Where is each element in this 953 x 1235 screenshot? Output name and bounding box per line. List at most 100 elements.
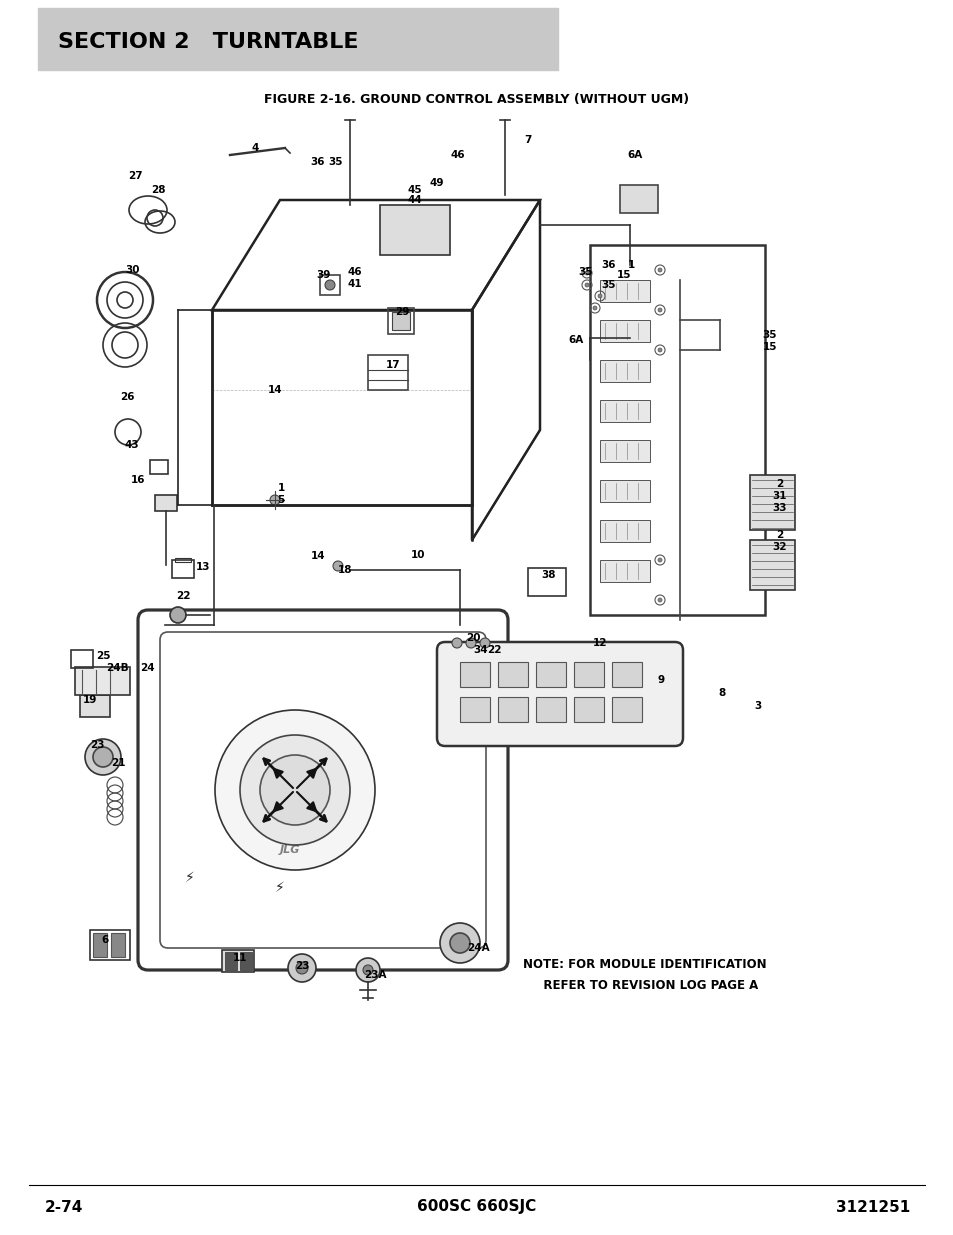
Bar [599, 520, 649, 542]
Text: 6A: 6A [627, 149, 642, 161]
Text: 14: 14 [268, 385, 282, 395]
Text: 26: 26 [120, 391, 134, 403]
Circle shape [584, 283, 588, 287]
Text: FIGURE 2-16. GROUND CONTROL ASSEMBLY (WITHOUT UGM): FIGURE 2-16. GROUND CONTROL ASSEMBLY (WI… [264, 94, 689, 106]
Bar [319, 275, 339, 295]
Text: 22: 22 [175, 592, 190, 601]
Bar [368, 354, 408, 390]
Bar [225, 952, 236, 969]
Text: 22: 22 [486, 645, 500, 655]
Text: 43: 43 [125, 440, 139, 450]
Bar [536, 697, 565, 722]
Bar [388, 308, 414, 333]
Circle shape [363, 965, 373, 974]
Text: 23A: 23A [363, 969, 386, 981]
Bar [599, 400, 649, 422]
Circle shape [452, 638, 461, 648]
Circle shape [593, 306, 597, 310]
Bar [174, 558, 191, 562]
Circle shape [450, 932, 470, 953]
Text: 6A: 6A [568, 335, 583, 345]
Text: 27: 27 [128, 170, 142, 182]
Bar [38, 7, 558, 70]
Text: 45: 45 [407, 185, 422, 195]
Bar [574, 697, 603, 722]
Circle shape [260, 755, 330, 825]
Text: 14: 14 [311, 551, 325, 561]
Circle shape [333, 561, 343, 571]
Bar [527, 568, 565, 597]
Circle shape [598, 294, 601, 298]
Text: 20: 20 [465, 634, 479, 643]
Bar [90, 930, 130, 960]
Text: 2: 2 [776, 479, 782, 489]
Circle shape [658, 308, 661, 312]
Text: 24B: 24B [106, 663, 128, 673]
Bar [459, 662, 490, 687]
Text: 6: 6 [101, 935, 109, 945]
Bar [599, 280, 649, 303]
Circle shape [170, 606, 186, 622]
Text: 35: 35 [601, 280, 616, 290]
Text: ⚡: ⚡ [185, 871, 194, 885]
Text: 23: 23 [90, 740, 104, 750]
Bar [497, 662, 527, 687]
Bar [599, 320, 649, 342]
Text: 25: 25 [95, 651, 111, 661]
Text: ⚡: ⚡ [274, 881, 285, 895]
Bar [612, 662, 641, 687]
Text: 12: 12 [592, 638, 607, 648]
Bar [111, 932, 125, 957]
Text: 3: 3 [754, 701, 760, 711]
Text: 19: 19 [83, 695, 97, 705]
Text: 46: 46 [450, 149, 465, 161]
Bar [599, 559, 649, 582]
Bar [497, 697, 527, 722]
Text: 49: 49 [429, 178, 444, 188]
Text: 13: 13 [195, 562, 210, 572]
Text: 18: 18 [337, 564, 352, 576]
Bar [574, 662, 603, 687]
Circle shape [465, 638, 476, 648]
Text: 36: 36 [601, 261, 616, 270]
Text: 46: 46 [347, 267, 362, 277]
Bar [240, 952, 252, 969]
Text: 11: 11 [233, 953, 247, 963]
Text: 24: 24 [139, 663, 154, 673]
Text: SECTION 2   TURNTABLE: SECTION 2 TURNTABLE [58, 32, 358, 52]
Bar [379, 205, 450, 254]
Circle shape [584, 270, 588, 275]
Bar [612, 697, 641, 722]
Bar [150, 459, 168, 474]
Circle shape [658, 268, 661, 272]
Bar [222, 950, 253, 972]
Bar [75, 667, 130, 695]
Text: 2-74: 2-74 [45, 1199, 83, 1214]
Text: 36: 36 [311, 157, 325, 167]
Circle shape [658, 598, 661, 601]
Bar [71, 650, 92, 668]
Circle shape [85, 739, 121, 776]
Circle shape [479, 638, 490, 648]
Bar [749, 475, 794, 530]
Bar [599, 480, 649, 501]
Circle shape [270, 495, 280, 505]
Text: 7: 7 [524, 135, 531, 144]
Text: 32: 32 [772, 542, 786, 552]
Text: 8: 8 [718, 688, 725, 698]
FancyBboxPatch shape [436, 642, 682, 746]
Text: 5: 5 [277, 495, 284, 505]
Text: 600SC 660SJC: 600SC 660SJC [416, 1199, 536, 1214]
Bar [536, 662, 565, 687]
Bar [392, 312, 410, 330]
Circle shape [355, 958, 379, 982]
Text: 1: 1 [277, 483, 284, 493]
Text: 4: 4 [251, 143, 258, 153]
Circle shape [658, 558, 661, 562]
Text: 34: 34 [474, 645, 488, 655]
Text: 9: 9 [657, 676, 664, 685]
Text: 41: 41 [347, 279, 362, 289]
Bar [749, 540, 794, 590]
Circle shape [658, 348, 661, 352]
Text: 2: 2 [776, 530, 782, 540]
